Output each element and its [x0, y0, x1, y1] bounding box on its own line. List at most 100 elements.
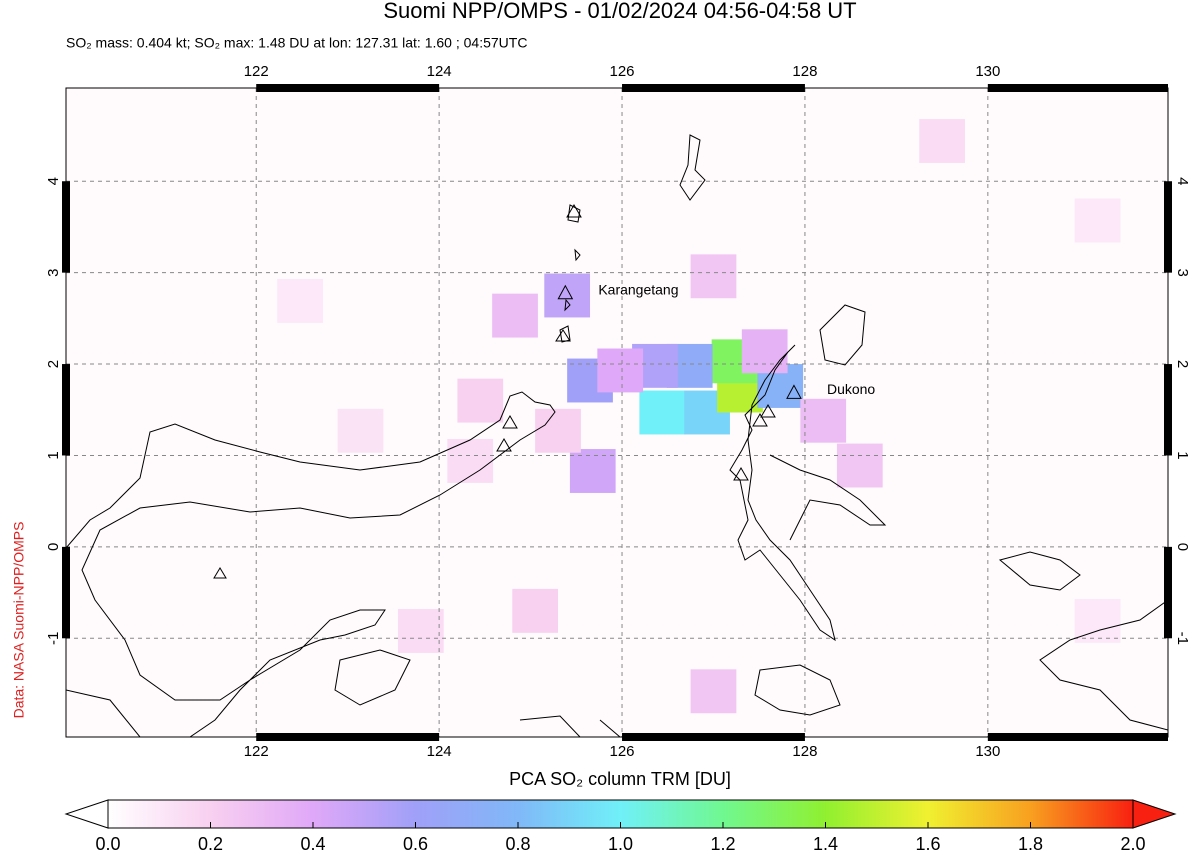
- colorbar-tick-label: 1.6: [915, 834, 940, 854]
- volcano-label: Karangetang: [598, 281, 678, 297]
- colorbar-tick-label: 0.8: [505, 834, 530, 854]
- frame-bar: [1164, 364, 1172, 456]
- map-background: [66, 88, 1168, 737]
- frame-bar: [622, 84, 805, 92]
- lon-tick-label: 126: [610, 63, 635, 80]
- lon-tick-label: 130: [975, 743, 1000, 760]
- volcano-icon: [555, 329, 571, 342]
- coastline: [754, 664, 841, 716]
- so2-pixel: [512, 588, 559, 633]
- colorbar-label: PCA SO₂ column TRM [DU]: [509, 769, 731, 789]
- lat-tick-label: 1: [45, 451, 62, 459]
- volcano-icon: [752, 413, 768, 427]
- frame-bar: [622, 733, 805, 741]
- so2-pixel: [535, 408, 581, 453]
- coastline: [66, 391, 556, 737]
- volcano-icon: [566, 204, 582, 218]
- frame-bar: [1164, 546, 1172, 639]
- lat-tick-label: 3: [45, 268, 62, 276]
- lon-tick-label: 122: [244, 743, 269, 760]
- so2-pixel: [639, 390, 686, 435]
- colorbar-tick-label: 0.6: [403, 834, 428, 854]
- so2-pixel: [492, 293, 538, 338]
- colorbar-min-arrow: [64, 799, 109, 829]
- lat-tick-label: 1: [1174, 451, 1191, 459]
- so2-pixel: [337, 408, 384, 453]
- frame-bar: [987, 84, 1168, 92]
- frame-bar: [256, 733, 440, 741]
- coastline: [679, 134, 706, 201]
- credit: Data: NASA Suomi-NPP/OMPS: [11, 522, 27, 719]
- so2-pixel: [1074, 198, 1121, 243]
- so2-pixel: [277, 279, 323, 323]
- volcano-icon: [733, 467, 749, 481]
- lon-tick-label: 124: [427, 743, 452, 760]
- coastline: [1039, 599, 1168, 731]
- colorbar-tick-label: 0.4: [300, 834, 325, 854]
- pixel-layer: [277, 119, 1121, 714]
- coastline: [519, 715, 621, 737]
- lon-tick-label: 128: [792, 63, 817, 80]
- coastline: [559, 204, 581, 343]
- volcano-marker: [786, 384, 802, 399]
- colorbar-tick-label: 1.0: [608, 834, 633, 854]
- volcano-icon: [502, 415, 518, 429]
- lat-tick-label: 2: [1174, 360, 1191, 368]
- colorbar-tick-label: 2.0: [1120, 834, 1145, 854]
- coastlines: [66, 134, 1168, 737]
- volcano-icon: [496, 438, 512, 452]
- lon-tick-label: 128: [792, 743, 817, 760]
- so2-pixel: [544, 273, 591, 318]
- colorbar-max-arrow: [1132, 799, 1177, 829]
- volcano-icon: [760, 404, 776, 418]
- colorbar-tick-label: 1.2: [710, 834, 735, 854]
- lat-tick-label: 0: [1174, 543, 1191, 551]
- frame-bar: [987, 733, 1168, 741]
- title: Suomi NPP/OMPS - 01/02/2024 04:56-04:58 …: [383, 0, 856, 23]
- lon-tick-label: 124: [427, 63, 452, 80]
- lat-tick-label: 4: [45, 177, 62, 185]
- so2-pixel: [397, 609, 444, 653]
- colorbar-tick-label: 1.8: [1018, 834, 1043, 854]
- coastline: [998, 551, 1081, 591]
- lat-tick-label: -1: [45, 632, 62, 645]
- lon-tick-label: 122: [244, 63, 269, 80]
- frame-bar: [62, 546, 70, 639]
- lat-tick-label: 2: [45, 360, 62, 368]
- lon-tick-label: 130: [975, 63, 1000, 80]
- lat-tick-label: 0: [45, 543, 62, 551]
- volcano-marker: [557, 284, 574, 300]
- coastline: [819, 304, 866, 366]
- frame-bar: [62, 364, 70, 456]
- volcano-icons: [213, 204, 776, 579]
- frame-bar: [256, 84, 440, 92]
- so2-pixel: [919, 119, 965, 163]
- so2-pixel: [569, 449, 616, 493]
- coastline: [729, 344, 836, 642]
- volcano-label: Dukono: [827, 381, 875, 397]
- lat-tick-label: 3: [1174, 268, 1191, 276]
- coastline: [769, 454, 887, 541]
- colorbar-tick-label: 0.0: [95, 834, 120, 854]
- volcano-icon: [213, 567, 227, 579]
- so2-pixel: [690, 669, 737, 714]
- coastline: [66, 689, 141, 737]
- coastline: [334, 649, 411, 706]
- so2-pixel: [457, 378, 504, 423]
- colorbar-tick-label: 1.4: [813, 834, 838, 854]
- so2-pixel: [690, 254, 737, 299]
- so2-pixel: [741, 329, 788, 374]
- so2-pixel: [836, 443, 883, 488]
- so2-pixel: [597, 348, 644, 393]
- lat-tick-label: -1: [1174, 632, 1191, 645]
- so2-pixel: [800, 398, 847, 443]
- subtitle: SO₂ mass: 0.404 kt; SO₂ max: 1.48 DU at …: [66, 35, 527, 51]
- frame-bar: [62, 181, 70, 273]
- lon-tick-label: 126: [610, 743, 635, 760]
- lat-tick-label: 4: [1174, 177, 1191, 185]
- frame-bar: [1164, 181, 1172, 273]
- colorbar-tick-label: 0.2: [198, 834, 223, 854]
